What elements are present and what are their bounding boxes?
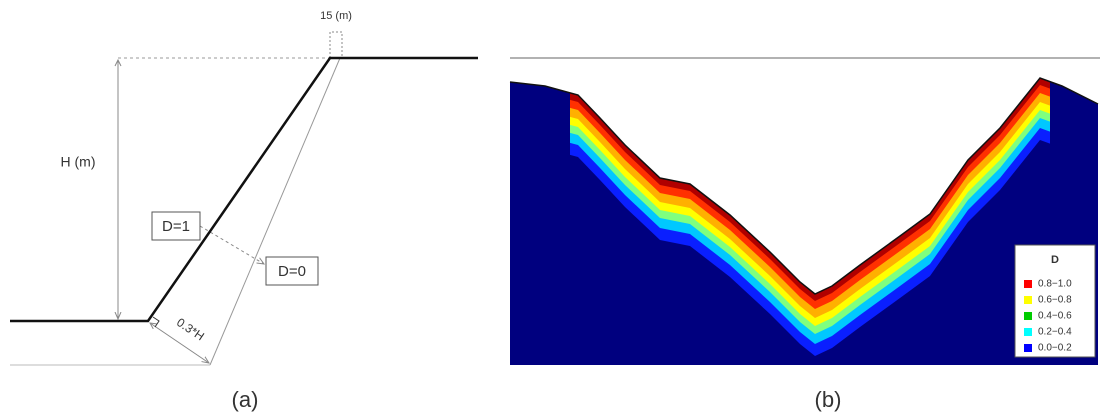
legend-swatch <box>1024 296 1032 304</box>
legend-label: 0.6−0.8 <box>1038 295 1072 306</box>
panel-a: 15 (m) H (m) D=1 D=0 0.3*H (a) <box>10 10 478 412</box>
caption: (b) <box>815 387 842 412</box>
legend-label: 0.4−0.6 <box>1038 311 1072 322</box>
legend-label: 0.8−1.0 <box>1038 279 1072 290</box>
d1-label: D=1 <box>162 218 190 235</box>
panel-b: D 0.8−1.0 0.6−0.8 0.4−0.6 0.2−0.4 0.0−0.2 (b… <box>509 57 1100 412</box>
d0-box <box>265 256 319 286</box>
depth-label: 0.3*H <box>174 315 207 343</box>
slope-profile <box>10 56 478 323</box>
legend-swatch <box>1024 280 1032 288</box>
right-angle <box>152 316 160 328</box>
height-label: H (m) <box>61 154 96 170</box>
width-box <box>329 31 343 58</box>
legend-label: 0.0−0.2 <box>1038 343 1072 354</box>
legend-items: 0.8−1.0 0.6−0.8 0.4−0.6 0.2−0.4 0.0−0.2 <box>1024 279 1072 354</box>
air <box>510 60 1098 294</box>
legend-label: 0.2−0.4 <box>1038 327 1072 338</box>
top-width-label: 15 (m) <box>320 10 352 22</box>
surface <box>509 77 1099 295</box>
depth-arrow <box>150 323 209 363</box>
legend-title: D <box>1051 254 1059 266</box>
legend-swatch <box>1024 312 1032 320</box>
d0-line <box>209 57 341 366</box>
legend-swatch <box>1024 328 1032 336</box>
caption: (a) <box>232 387 259 412</box>
d0-label: D=0 <box>278 263 306 280</box>
legend-swatch <box>1024 344 1032 352</box>
d1-box <box>151 211 201 241</box>
